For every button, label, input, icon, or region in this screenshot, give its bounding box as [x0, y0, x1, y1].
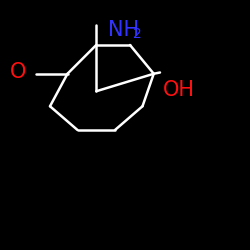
- Text: O: O: [10, 62, 26, 82]
- Text: 2: 2: [132, 27, 141, 41]
- Text: NH: NH: [108, 20, 138, 40]
- Text: OH: OH: [162, 80, 194, 100]
